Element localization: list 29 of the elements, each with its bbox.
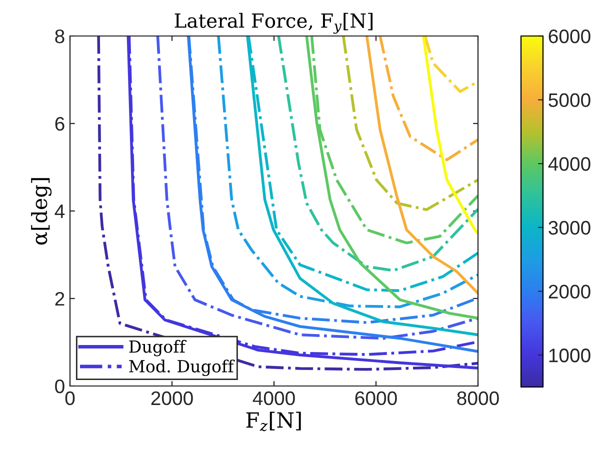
- line-series: [378, 36, 478, 162]
- line-series: [424, 36, 478, 93]
- line-series: [305, 36, 478, 320]
- line-series: [365, 36, 478, 295]
- y-tick-label: 2: [55, 292, 64, 306]
- y-tick-label: 0: [55, 379, 64, 394]
- color-bar-label: 4000: [548, 157, 590, 171]
- legend-label: Mod. Dugoff: [129, 360, 235, 376]
- line-series: [217, 36, 478, 308]
- line-series: [277, 36, 478, 272]
- y-tick-label: 4: [54, 204, 65, 218]
- x-tick-label: 2000: [151, 391, 193, 406]
- chart-title: Lateral Force, F$_{y}$[N]: [174, 12, 373, 34]
- color-bar-label: 1000: [549, 348, 590, 362]
- line-series: [342, 36, 478, 212]
- y-axis-title: α[deg]: [31, 178, 52, 245]
- color-bar-label: 3000: [548, 220, 590, 235]
- line-series: [422, 36, 478, 235]
- x-tick-label: 8000: [457, 391, 499, 406]
- y-tick-label: 6: [55, 116, 64, 131]
- x-axis-title: F$_{z}$[N]: [246, 412, 301, 432]
- x-tick-label: 4000: [252, 391, 295, 406]
- x-tick-label: 6000: [355, 391, 397, 406]
- color-bar-label: 5000: [548, 93, 590, 108]
- y-tick-label: 8: [55, 29, 64, 44]
- x-tick-label: 0: [65, 391, 75, 406]
- color-bar-label: 6000: [548, 29, 590, 44]
- legend-label: Dugoff: [129, 340, 186, 356]
- color-bar-label: 2000: [548, 284, 590, 299]
